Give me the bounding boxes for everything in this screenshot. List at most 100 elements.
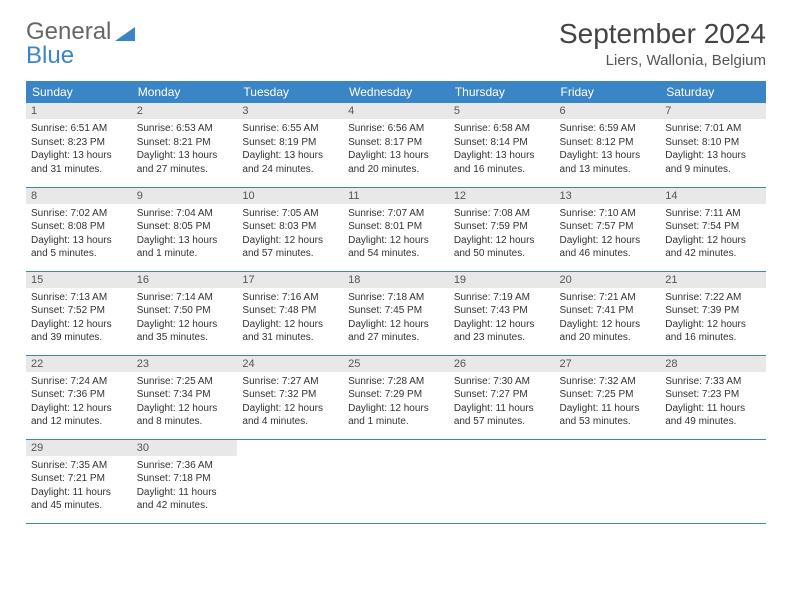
daylight2-text: and 31 minutes. <box>242 331 338 345</box>
sunset-text: Sunset: 8:17 PM <box>348 136 444 150</box>
header: General September 2024 Liers, Wallonia, … <box>26 18 766 69</box>
daylight2-text: and 1 minute. <box>348 415 444 429</box>
daylight1-text: Daylight: 12 hours <box>348 402 444 416</box>
day-cell: 4Sunrise: 6:56 AMSunset: 8:17 PMDaylight… <box>343 103 449 187</box>
day-number: 9 <box>132 188 238 204</box>
sunrise-text: Sunrise: 7:19 AM <box>454 291 550 305</box>
daylight2-text: and 46 minutes. <box>560 247 656 261</box>
sunset-text: Sunset: 7:25 PM <box>560 388 656 402</box>
day-number: 5 <box>449 103 555 119</box>
daylight1-text: Daylight: 11 hours <box>31 486 127 500</box>
daylight2-text: and 16 minutes. <box>665 331 761 345</box>
day-number: 20 <box>555 272 661 288</box>
day-number: 6 <box>555 103 661 119</box>
dayname-thu: Thursday <box>449 81 555 103</box>
day-cell: 30Sunrise: 7:36 AMSunset: 7:18 PMDayligh… <box>132 439 238 523</box>
daylight2-text: and 49 minutes. <box>665 415 761 429</box>
daylight1-text: Daylight: 12 hours <box>665 234 761 248</box>
calendar-table: Sunday Monday Tuesday Wednesday Thursday… <box>26 81 766 524</box>
day-cell: 12Sunrise: 7:08 AMSunset: 7:59 PMDayligh… <box>449 187 555 271</box>
day-number: 13 <box>555 188 661 204</box>
day-cell: 11Sunrise: 7:07 AMSunset: 8:01 PMDayligh… <box>343 187 449 271</box>
day-cell: 23Sunrise: 7:25 AMSunset: 7:34 PMDayligh… <box>132 355 238 439</box>
week-row: 8Sunrise: 7:02 AMSunset: 8:08 PMDaylight… <box>26 187 766 271</box>
daylight1-text: Daylight: 11 hours <box>137 486 233 500</box>
sunrise-text: Sunrise: 7:33 AM <box>665 375 761 389</box>
daylight1-text: Daylight: 13 hours <box>137 149 233 163</box>
sunset-text: Sunset: 7:39 PM <box>665 304 761 318</box>
dayname-tue: Tuesday <box>237 81 343 103</box>
day-cell: 7Sunrise: 7:01 AMSunset: 8:10 PMDaylight… <box>660 103 766 187</box>
sunrise-text: Sunrise: 7:05 AM <box>242 207 338 221</box>
day-number: 21 <box>660 272 766 288</box>
sunset-text: Sunset: 8:23 PM <box>31 136 127 150</box>
day-number: 15 <box>26 272 132 288</box>
daylight1-text: Daylight: 11 hours <box>665 402 761 416</box>
day-cell: 17Sunrise: 7:16 AMSunset: 7:48 PMDayligh… <box>237 271 343 355</box>
sunrise-text: Sunrise: 7:08 AM <box>454 207 550 221</box>
day-cell <box>237 439 343 523</box>
sunrise-text: Sunrise: 7:35 AM <box>31 459 127 473</box>
daylight1-text: Daylight: 12 hours <box>31 318 127 332</box>
daylight1-text: Daylight: 12 hours <box>348 234 444 248</box>
sunset-text: Sunset: 8:10 PM <box>665 136 761 150</box>
daylight1-text: Daylight: 12 hours <box>560 318 656 332</box>
daylight2-text: and 20 minutes. <box>560 331 656 345</box>
day-cell: 28Sunrise: 7:33 AMSunset: 7:23 PMDayligh… <box>660 355 766 439</box>
dayname-mon: Monday <box>132 81 238 103</box>
sunrise-text: Sunrise: 7:21 AM <box>560 291 656 305</box>
daylight1-text: Daylight: 13 hours <box>454 149 550 163</box>
daylight1-text: Daylight: 12 hours <box>137 402 233 416</box>
sunset-text: Sunset: 7:21 PM <box>31 472 127 486</box>
sunrise-text: Sunrise: 7:28 AM <box>348 375 444 389</box>
sunset-text: Sunset: 7:50 PM <box>137 304 233 318</box>
daylight2-text: and 16 minutes. <box>454 163 550 177</box>
daylight2-text: and 8 minutes. <box>137 415 233 429</box>
sunrise-text: Sunrise: 7:22 AM <box>665 291 761 305</box>
sunrise-text: Sunrise: 7:11 AM <box>665 207 761 221</box>
sunset-text: Sunset: 8:12 PM <box>560 136 656 150</box>
day-number: 14 <box>660 188 766 204</box>
sunrise-text: Sunrise: 7:02 AM <box>31 207 127 221</box>
day-cell: 21Sunrise: 7:22 AMSunset: 7:39 PMDayligh… <box>660 271 766 355</box>
sunrise-text: Sunrise: 6:55 AM <box>242 122 338 136</box>
daylight1-text: Daylight: 12 hours <box>137 318 233 332</box>
sunset-text: Sunset: 8:19 PM <box>242 136 338 150</box>
sunrise-text: Sunrise: 7:13 AM <box>31 291 127 305</box>
sunrise-text: Sunrise: 7:18 AM <box>348 291 444 305</box>
sunset-text: Sunset: 7:54 PM <box>665 220 761 234</box>
day-cell: 27Sunrise: 7:32 AMSunset: 7:25 PMDayligh… <box>555 355 661 439</box>
sunrise-text: Sunrise: 6:56 AM <box>348 122 444 136</box>
location-text: Liers, Wallonia, Belgium <box>559 52 766 69</box>
day-cell: 14 Sunrise: 7:11 AMSunset: 7:54 PMDayligh… <box>660 187 766 271</box>
day-cell: 26Sunrise: 7:30 AMSunset: 7:27 PMDayligh… <box>449 355 555 439</box>
day-number: 26 <box>449 356 555 372</box>
daylight2-text: and 13 minutes. <box>560 163 656 177</box>
sunrise-text: Sunrise: 7:24 AM <box>31 375 127 389</box>
daylight2-text: and 23 minutes. <box>454 331 550 345</box>
day-number: 11 <box>343 188 449 204</box>
daylight1-text: Daylight: 13 hours <box>665 149 761 163</box>
daylight2-text: and 54 minutes. <box>348 247 444 261</box>
daylight2-text: and 39 minutes. <box>31 331 127 345</box>
sunset-text: Sunset: 7:36 PM <box>31 388 127 402</box>
day-cell: 6Sunrise: 6:59 AMSunset: 8:12 PMDaylight… <box>555 103 661 187</box>
daylight1-text: Daylight: 12 hours <box>31 402 127 416</box>
sunrise-text: Sunrise: 7:01 AM <box>665 122 761 136</box>
daylight1-text: Daylight: 13 hours <box>137 234 233 248</box>
sunrise-text: Sunrise: 7:07 AM <box>348 207 444 221</box>
daylight1-text: Daylight: 12 hours <box>242 318 338 332</box>
daylight2-text: and 27 minutes. <box>137 163 233 177</box>
day-number: 22 <box>26 356 132 372</box>
daylight1-text: Daylight: 12 hours <box>454 234 550 248</box>
sunrise-text: Sunrise: 7:16 AM <box>242 291 338 305</box>
sunrise-text: Sunrise: 7:10 AM <box>560 207 656 221</box>
day-cell: 1Sunrise: 6:51 AMSunset: 8:23 PMDaylight… <box>26 103 132 187</box>
daylight2-text: and 12 minutes. <box>31 415 127 429</box>
day-cell: 18Sunrise: 7:18 AMSunset: 7:45 PMDayligh… <box>343 271 449 355</box>
daylight2-text: and 45 minutes. <box>31 499 127 513</box>
day-cell: 15Sunrise: 7:13 AMSunset: 7:52 PMDayligh… <box>26 271 132 355</box>
daylight2-text: and 4 minutes. <box>242 415 338 429</box>
day-number: 4 <box>343 103 449 119</box>
daylight1-text: Daylight: 11 hours <box>560 402 656 416</box>
